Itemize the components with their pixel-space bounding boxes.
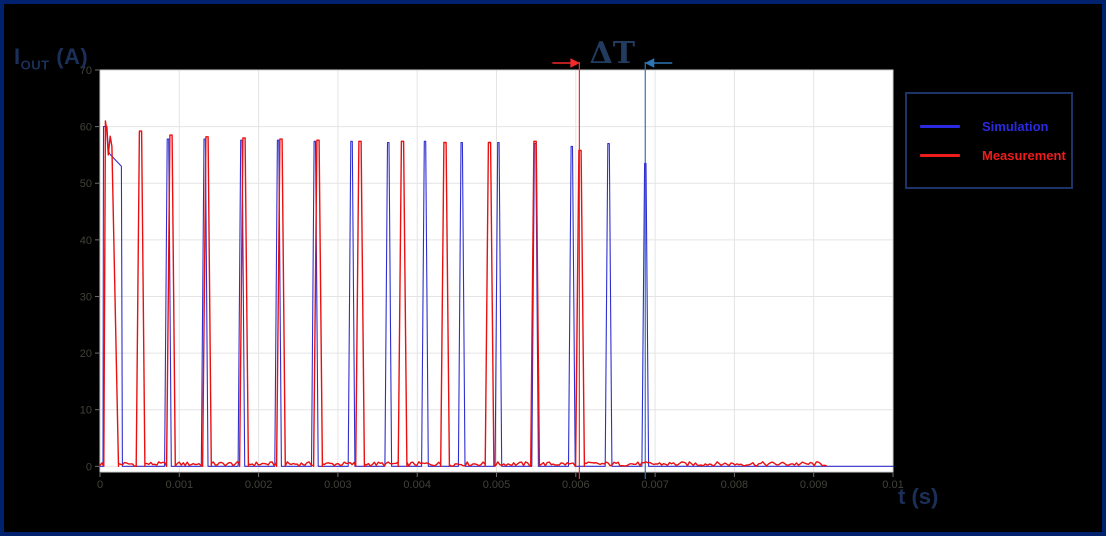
y-tick-label: 60 [80, 122, 92, 134]
simulation-trace [99, 126, 894, 467]
y-axis-label-subscript: OUT [20, 57, 50, 73]
y-tick-label: 10 [80, 405, 92, 417]
measurement-trace [99, 120, 827, 467]
delta-t-annotation: ΔT [589, 36, 636, 71]
x-axis-label: t (s) [898, 484, 939, 509]
y-tick-label: 50 [80, 178, 92, 190]
x-tick-label: 0.009 [800, 479, 828, 491]
y-axis-label: IOUT (A) [14, 44, 88, 72]
legend-entry-measurement: Measurement [920, 148, 1071, 163]
legend: Simulation Measurement [905, 92, 1073, 189]
y-axis-label-unit: (A) [49, 44, 89, 69]
left-arrowhead-icon [644, 58, 655, 68]
legend-line-sample [920, 153, 960, 157]
y-tick-label: 30 [80, 291, 92, 303]
legend-entry-simulation: Simulation [920, 119, 1071, 134]
x-tick-label: 0.005 [483, 479, 511, 491]
legend-label: Measurement [982, 147, 1066, 163]
y-tick-label: 20 [80, 348, 92, 360]
legend-label: Simulation [982, 118, 1049, 134]
x-tick-label: 0.006 [562, 479, 590, 491]
x-tick-label: 0.003 [324, 479, 352, 491]
x-tick-label: 0.01 [882, 479, 903, 491]
x-tick-label: 0.001 [166, 479, 194, 491]
y-tick-label: 0 [86, 461, 92, 473]
y-axis-label-symbol: I [14, 44, 21, 69]
x-tick-label: 0 [97, 479, 103, 491]
x-tick-label: 0.007 [641, 479, 669, 491]
right-arrowhead-icon [570, 58, 580, 68]
legend-line-sample [920, 124, 960, 128]
x-tick-label: 0.004 [403, 479, 431, 491]
y-tick-label: 40 [80, 235, 92, 247]
x-tick-label: 0.008 [721, 479, 749, 491]
x-tick-label: 0.002 [245, 479, 273, 491]
y-tick-label: 70 [80, 65, 92, 77]
